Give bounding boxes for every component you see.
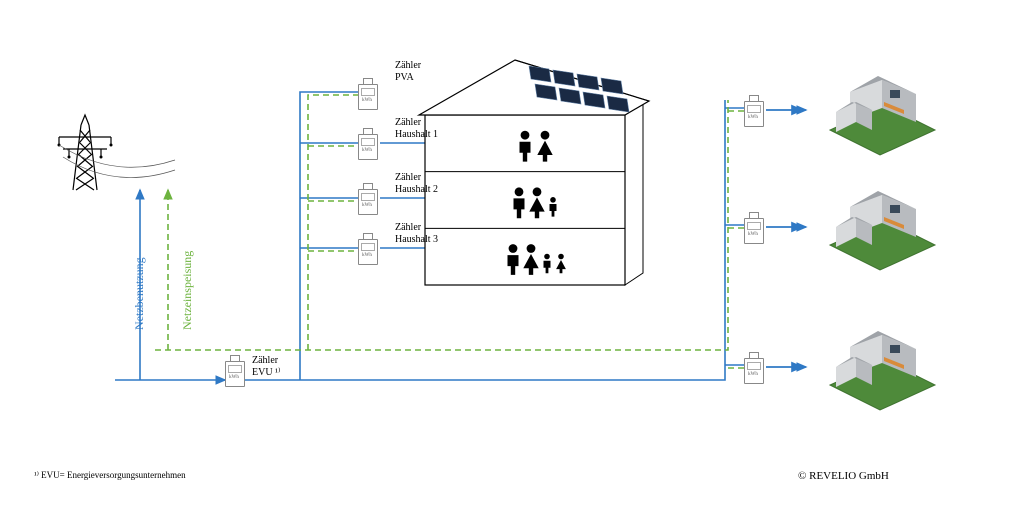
copyright-text: © REVELIO GmbH bbox=[798, 470, 889, 482]
label-zaehler-h3: ZählerHaushalt 3 bbox=[395, 222, 438, 246]
label-netzbenutzung: Netzbenutzung bbox=[132, 257, 146, 330]
footnote-text: ¹⁾ EVU= Energieversorgungsunternehmen bbox=[34, 470, 186, 481]
label-zaehler-h2: ZählerHaushalt 2 bbox=[395, 172, 438, 196]
meter-ext2: kWh bbox=[744, 212, 762, 242]
meter-evu: kWh bbox=[225, 355, 243, 385]
label-zaehler-evu: ZählerEVU ¹⁾ bbox=[252, 355, 281, 379]
meter-pva: kWh bbox=[358, 78, 376, 108]
meter-h1: kWh bbox=[358, 128, 376, 158]
meter-ext3: kWh bbox=[744, 352, 762, 382]
meter-h2: kWh bbox=[358, 183, 376, 213]
label-netzeinspeisung: Netzeinspeisung bbox=[180, 251, 194, 330]
meter-h3: kWh bbox=[358, 233, 376, 263]
label-zaehler-pva: ZählerPVA bbox=[395, 60, 421, 84]
meter-ext1: kWh bbox=[744, 95, 762, 125]
label-zaehler-h1: ZählerHaushalt 1 bbox=[395, 117, 438, 141]
